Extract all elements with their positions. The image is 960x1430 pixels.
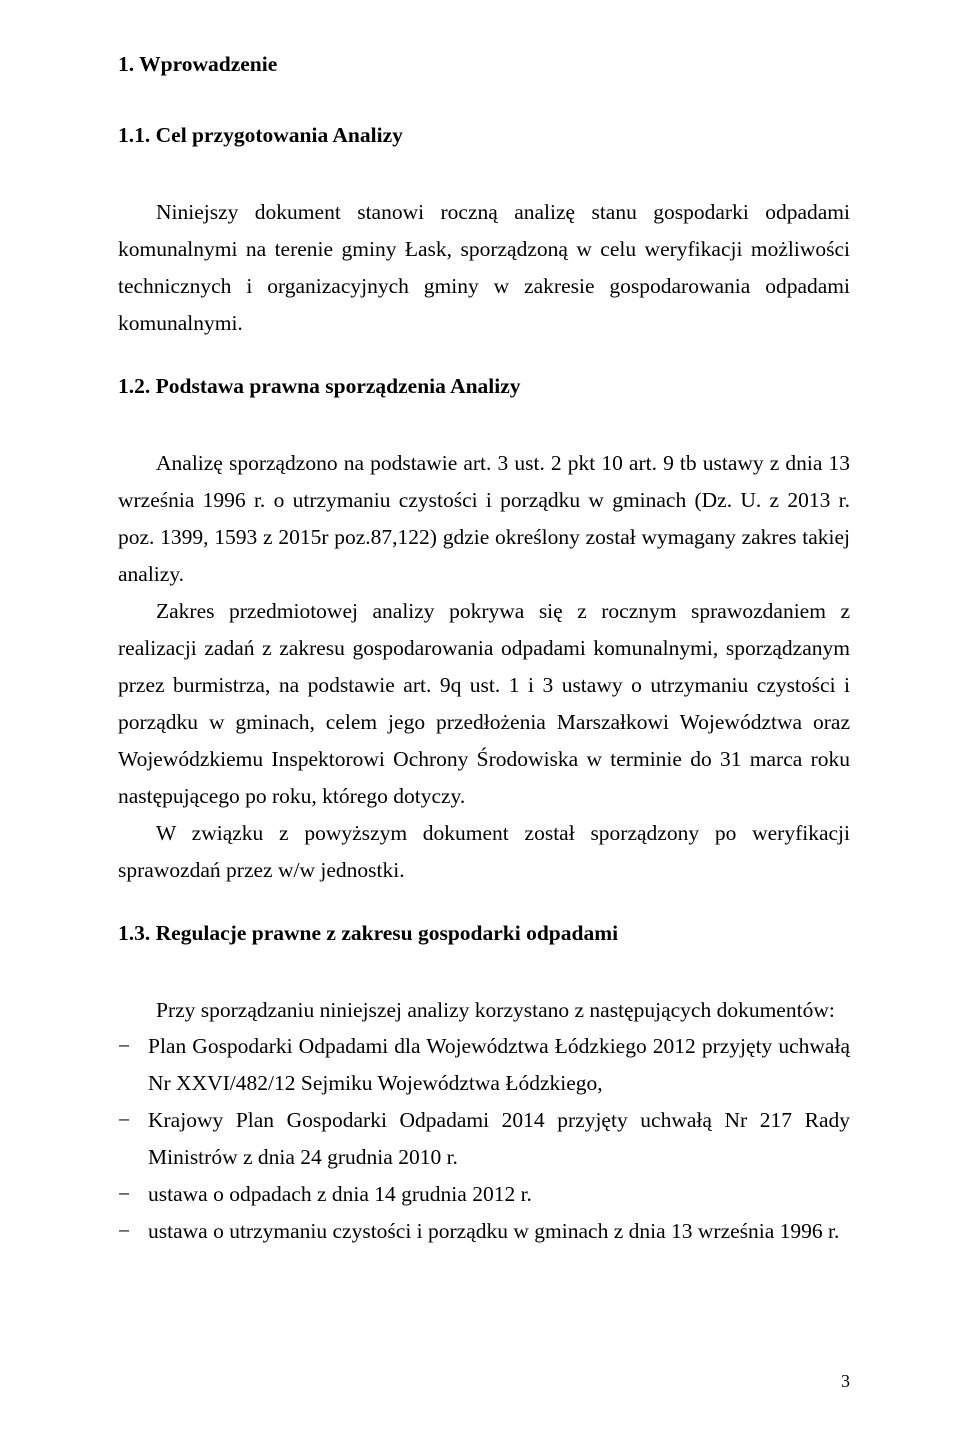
paragraph: Analizę sporządzono na podstawie art. 3 … — [118, 445, 850, 593]
paragraph: Przy sporządzaniu niniejszej analizy kor… — [118, 992, 850, 1029]
heading-1-3: 1.3. Regulacje prawne z zakresu gospodar… — [118, 921, 850, 946]
paragraph: Zakres przedmiotowej analizy pokrywa się… — [118, 593, 850, 815]
list-item: ustawa o odpadach z dnia 14 grudnia 2012… — [118, 1176, 850, 1213]
list-item: Krajowy Plan Gospodarki Odpadami 2014 pr… — [118, 1102, 850, 1176]
list-item: ustawa o utrzymaniu czystości i porządku… — [118, 1213, 850, 1250]
heading-1-1: 1.1. Cel przygotowania Analizy — [118, 123, 850, 148]
heading-1: 1. Wprowadzenie — [118, 52, 850, 77]
list-item: Plan Gospodarki Odpadami dla Województwa… — [118, 1028, 850, 1102]
document-page: 1. Wprowadzenie 1.1. Cel przygotowania A… — [0, 0, 960, 1430]
bullet-list: Plan Gospodarki Odpadami dla Województwa… — [118, 1028, 850, 1250]
page-number: 3 — [841, 1371, 850, 1392]
paragraph: Niniejszy dokument stanowi roczną analiz… — [118, 194, 850, 342]
paragraph: W związku z powyższym dokument został sp… — [118, 815, 850, 889]
heading-1-2: 1.2. Podstawa prawna sporządzenia Analiz… — [118, 374, 850, 399]
